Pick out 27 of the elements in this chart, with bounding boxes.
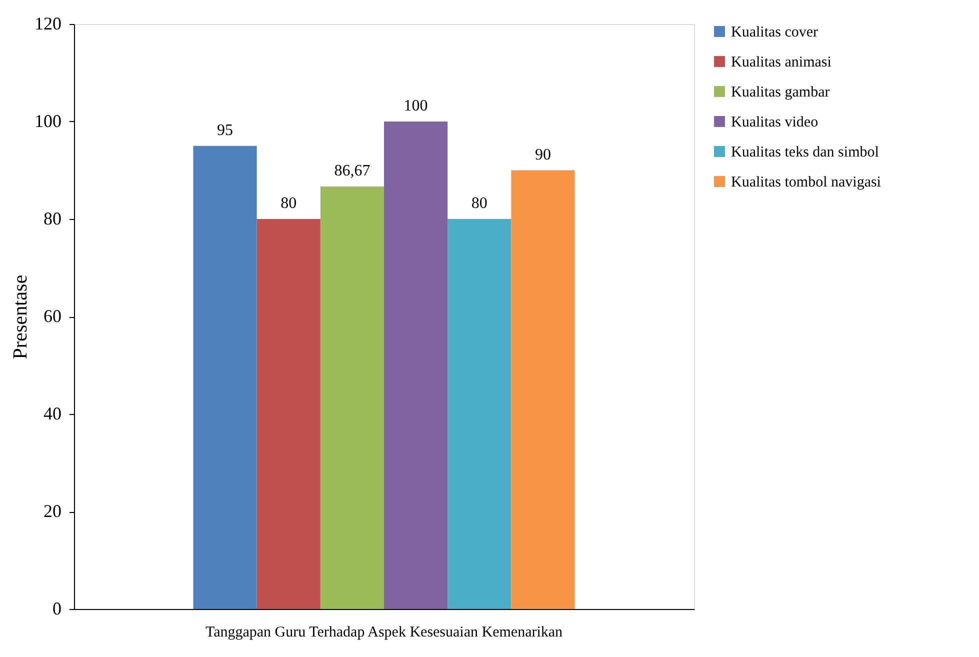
data-label: 90 [534,146,551,164]
bar [384,122,448,609]
bar [256,219,320,609]
y-axis-title: Presentase [10,274,32,360]
legend-label: Kualitas video [731,114,818,130]
y-tick-label: 120 [34,14,62,34]
y-tick-label: 100 [34,111,62,131]
y-tick-label: 20 [44,501,62,521]
data-label: 80 [471,195,488,212]
legend-label: Kualitas teks dan simbol [731,144,879,160]
bar [511,170,575,609]
data-label: 100 [404,98,428,114]
data-label: 95 [217,122,234,139]
bar [193,146,257,609]
y-tick-label: 80 [44,208,62,228]
y-tick-label: 60 [44,306,62,326]
legend-label: Kualitas animasi [731,54,832,70]
legend-label: Kualitas tombol navigasi [731,174,881,190]
y-tick-label: 40 [44,404,62,424]
legend-label: Kualitas cover [731,24,818,40]
bar [320,186,384,609]
bar [448,219,512,609]
data-label: 86,67 [334,162,370,180]
x-tick-label: Tanggapan Guru Terhadap Aspek Kesesuaian Kemenarikan [205,624,564,640]
data-label: 80 [280,195,297,212]
legend-label: Kualitas gambar [731,84,830,100]
y-tick-label: 0 [52,598,62,618]
